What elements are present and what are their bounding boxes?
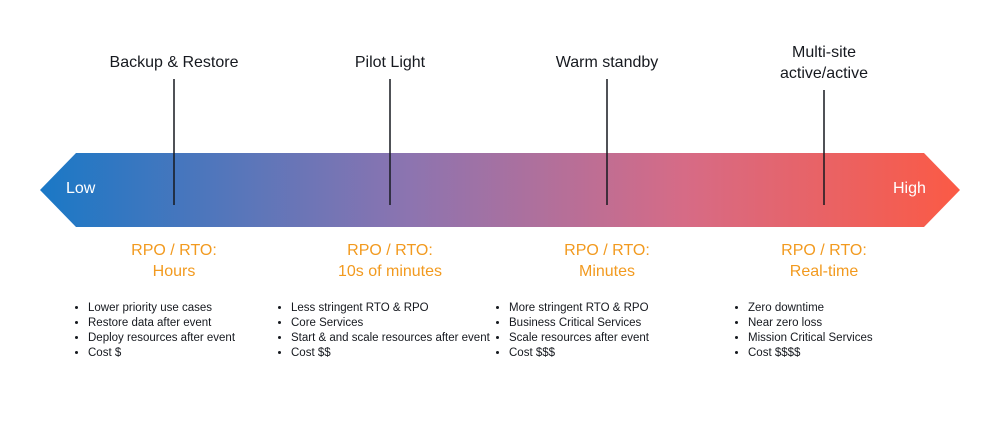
rpo-rto: RPO / RTO: <box>347 242 433 259</box>
strategy-title: Multi-site <box>791 44 856 61</box>
bullet: More stringent RTO & RPO <box>509 301 709 316</box>
bullet: Cost $ <box>88 346 288 361</box>
bullet: Less stringent RTO & RPO <box>291 301 491 316</box>
bullet-list: Lower priority use casesRestore data aft… <box>72 301 288 361</box>
bullet: Deploy resources after event <box>88 331 288 346</box>
bullet: Cost $$$ <box>509 346 709 361</box>
bullet: Business Critical Services <box>509 316 709 331</box>
bullet: Near zero loss <box>748 316 948 331</box>
strategy-title: active/active <box>779 65 869 82</box>
bullet-list: Less stringent RTO & RPOCore ServicesSta… <box>275 301 491 361</box>
bullet: Scale resources after event <box>509 331 709 346</box>
bullet-list: More stringent RTO & RPOBusiness Critica… <box>493 301 709 361</box>
strategy-title: Backup & Restore <box>109 54 239 71</box>
arrow <box>40 153 960 227</box>
bullet: Zero downtime <box>748 301 948 316</box>
bullet: Cost $$ <box>291 346 491 361</box>
strategy-title: Pilot Light <box>354 54 426 71</box>
rpo-rto: RPO / RTO: <box>781 242 867 259</box>
bullet-list: Zero downtimeNear zero lossMission Criti… <box>732 301 948 361</box>
rpo-rto: RPO / RTO: <box>564 242 650 259</box>
strategy-title: Warm standby <box>555 54 659 71</box>
bullet: Restore data after event <box>88 316 288 331</box>
low-label: Low <box>66 180 96 197</box>
rpo-rto: Hours <box>152 263 196 280</box>
bullet: Core Services <box>291 316 491 331</box>
rpo-rto: Minutes <box>578 263 636 280</box>
bullet: Start & and scale resources after event <box>291 331 491 346</box>
high-label: High <box>893 180 926 197</box>
rpo-rto: 10s of minutes <box>337 263 443 280</box>
bullet: Mission Critical Services <box>748 331 948 346</box>
rpo-rto: Real-time <box>789 263 859 280</box>
rpo-rto: RPO / RTO: <box>131 242 217 259</box>
bullet: Lower priority use cases <box>88 301 288 316</box>
bullet: Cost $$$$ <box>748 346 948 361</box>
